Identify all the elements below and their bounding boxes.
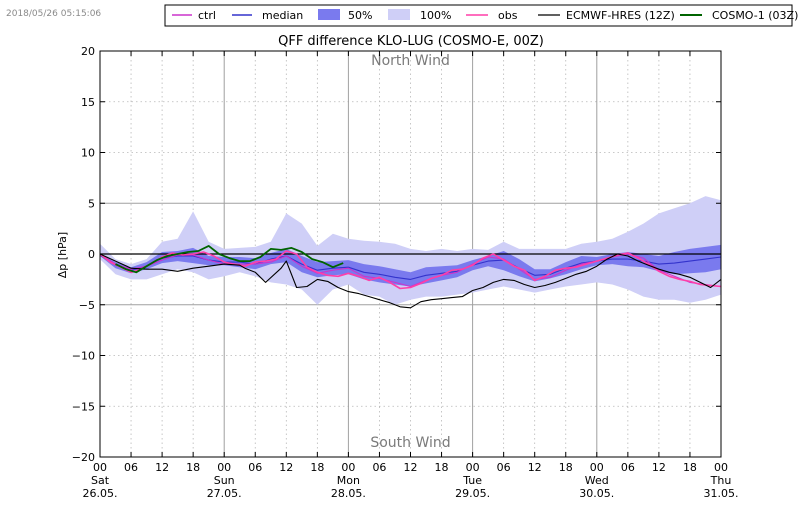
series-line-obs [99, 250, 722, 290]
x-tick-hour-72: 00 [466, 461, 480, 474]
x-tick-hour-90: 18 [559, 461, 573, 474]
y-tick-label-15: 15 [81, 96, 95, 109]
legend-item-hres: ECMWF-HRES (12Z) [538, 9, 675, 22]
legend-item-cosmo1: COSMO-1 (03Z) [680, 9, 798, 22]
y-tick-label-10: 10 [81, 147, 95, 160]
y-tick-label-5: 5 [88, 197, 95, 210]
legend-label-median: median [262, 9, 303, 22]
x-tick-hour-42: 18 [310, 461, 324, 474]
legend-item-ctrl: ctrl [172, 9, 216, 22]
chart-title: QFF difference KLO-LUG (COSMO-E, 00Z) [278, 34, 544, 49]
legend-label-100: 100% [420, 9, 451, 22]
y-tick-label-0: 0 [88, 248, 95, 261]
x-tick-hour-0: 00 [93, 461, 107, 474]
bands [100, 196, 721, 305]
y-tick-label--5: −5 [79, 299, 95, 312]
legend-item-obs: obs [466, 9, 518, 22]
x-tick-hour-114: 18 [683, 461, 697, 474]
x-tick-hour-24: 00 [217, 461, 231, 474]
x-tick-hour-36: 12 [279, 461, 293, 474]
legend: ctrl median 50% 100% obs ECMWF-HRES (12Z… [164, 4, 798, 27]
x-tick-hour-120: 00 [714, 461, 728, 474]
y-axis-label: Δp [hPa] [56, 232, 69, 278]
legend-item-50: 50% [318, 9, 372, 22]
y-tick-label--15: −15 [72, 400, 95, 413]
legend-label-50: 50% [348, 9, 372, 22]
series-line-ctrl [99, 253, 722, 288]
band-50-percent [100, 244, 721, 287]
y-tick-label--10: −10 [72, 350, 95, 363]
x-tick-day-96: Wed [585, 474, 609, 487]
x-tick-date-120: 31.05. [704, 487, 739, 500]
x-tick-hour-78: 06 [497, 461, 511, 474]
x-tick-day-24: Sun [214, 474, 235, 487]
x-tick-hour-12: 12 [155, 461, 169, 474]
x-tick-day-120: Thu [710, 474, 732, 487]
legend-label-cosmo1: COSMO-1 (03Z) [712, 9, 798, 22]
band-100-percent [100, 196, 721, 305]
x-tick-hour-84: 12 [528, 461, 542, 474]
x-tick-hour-54: 06 [372, 461, 386, 474]
x-tick-hour-6: 06 [124, 461, 138, 474]
x-tick-hour-48: 00 [341, 461, 355, 474]
x-tick-hour-108: 12 [652, 461, 666, 474]
x-tick-hour-18: 18 [186, 461, 200, 474]
legend-item-100: 100% [388, 9, 451, 22]
x-tick-date-0: 26.05. [83, 487, 118, 500]
legend-label-ctrl: ctrl [198, 9, 216, 22]
x-tick-date-48: 28.05. [331, 487, 366, 500]
series [99, 244, 722, 309]
legend-swatch-100 [388, 9, 410, 20]
legend-label-hres: ECMWF-HRES (12Z) [566, 9, 675, 22]
x-tick-day-72: Tue [462, 474, 482, 487]
x-tick-date-24: 27.05. [207, 487, 242, 500]
legend-item-median: median [232, 9, 303, 22]
north-wind-label: North Wind [371, 53, 450, 69]
x-tick-hour-96: 00 [590, 461, 604, 474]
x-tick-hour-102: 06 [621, 461, 635, 474]
series-line-cosmo1 [115, 244, 344, 274]
south-wind-label: South Wind [370, 435, 450, 451]
timestamp: 2018/05/26 05:15:06 [6, 9, 101, 19]
y-ticks: −20 −15 −10 −5 0 5 10 15 20 [72, 45, 721, 464]
x-tick-date-72: 29.05. [455, 487, 490, 500]
y-tick-label--20: −20 [72, 451, 95, 464]
legend-swatch-50 [318, 9, 340, 20]
series-line-hres [99, 253, 722, 309]
x-tick-day-48: Mon [337, 474, 360, 487]
legend-label-obs: obs [498, 9, 518, 22]
x-tick-hour-66: 18 [435, 461, 449, 474]
x-tick-hour-60: 12 [404, 461, 418, 474]
y-tick-label-20: 20 [81, 45, 95, 58]
x-tick-date-96: 30.05. [579, 487, 614, 500]
x-tick-day-0: Sat [91, 474, 110, 487]
x-tick-hour-30: 06 [248, 461, 262, 474]
